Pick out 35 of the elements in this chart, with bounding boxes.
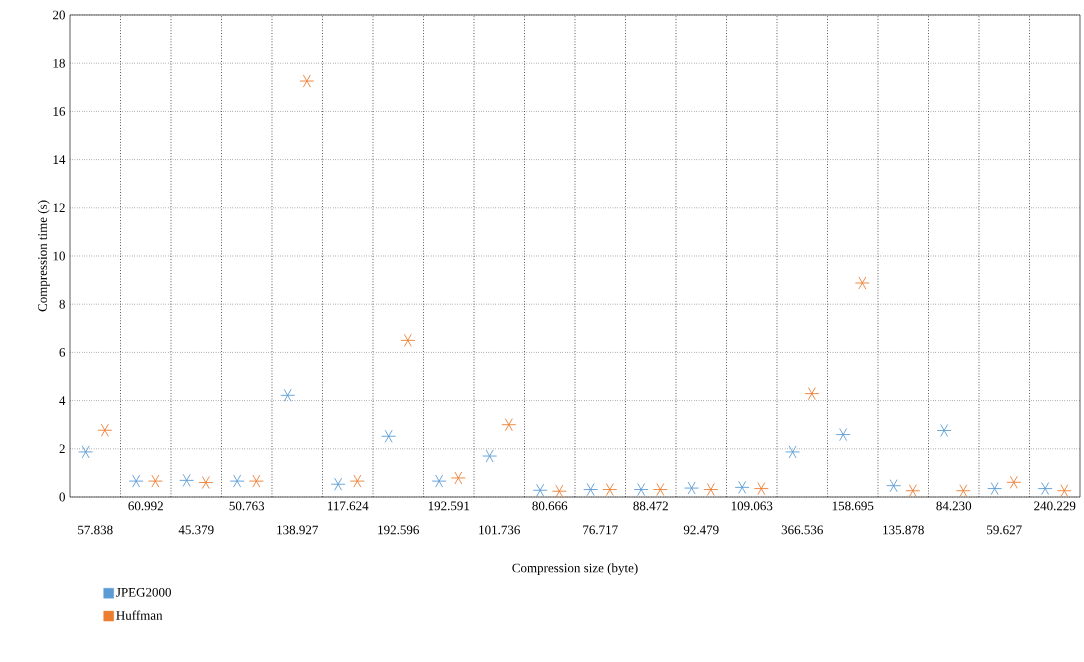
x-tick-label: 88.472 [633, 501, 668, 511]
y-tick-label: 4 [59, 396, 66, 405]
y-tick-label: 20 [53, 10, 65, 20]
x-tick-label: 92.479 [683, 525, 719, 535]
y-axis-title: Compression time (s) [37, 200, 50, 312]
x-tick-label: 57.838 [78, 525, 113, 535]
x-tick-label: 84.230 [936, 501, 972, 511]
x-tick-label: 109.063 [731, 501, 773, 511]
y-tick-label: 2 [59, 444, 65, 454]
x-tick-label: 45.379 [178, 525, 214, 535]
x-tick-label: 117.624 [328, 501, 369, 511]
x-tick-label: 158.695 [832, 501, 874, 511]
x-tick-label: 76.717 [583, 525, 618, 535]
x-tick-label: 101.736 [479, 525, 520, 535]
y-tick-label: 6 [59, 348, 66, 357]
x-tick-label: 366.536 [781, 525, 823, 535]
x-tick-label: 60.992 [128, 501, 163, 511]
x-tick-label: 192.591 [428, 501, 470, 511]
legend-label: JPEG2000 [116, 587, 171, 597]
y-tick-label: 18 [53, 58, 65, 68]
x-tick-label: 135.878 [883, 525, 924, 535]
y-tick-label: 14 [53, 155, 66, 164]
legend-label: Huffman [116, 610, 163, 620]
x-tick-label: 59.627 [987, 525, 1022, 535]
x-tick-label: 192.596 [378, 525, 419, 535]
y-tick-label: 10 [53, 251, 65, 261]
y-tick-label: 12 [53, 203, 65, 213]
y-tick-label: 0 [59, 492, 65, 502]
x-tick-label: 50.763 [229, 501, 265, 511]
x-axis-title: Compression size (byte) [512, 563, 638, 576]
x-tick-label: 240.229 [1034, 501, 1076, 511]
y-tick-label: 8 [59, 299, 65, 309]
x-tick-label: 80.666 [532, 501, 568, 511]
y-tick-label: 16 [53, 107, 66, 116]
x-tick-label: 138.927 [277, 525, 318, 535]
